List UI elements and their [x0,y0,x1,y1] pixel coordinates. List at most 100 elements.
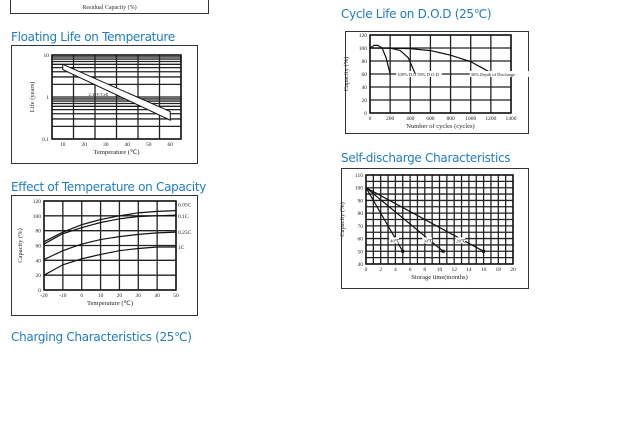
capacity-temp-y-tick-label: 80 [36,229,42,235]
self-discharge-x-tick-label: 16 [481,267,487,273]
self-discharge-x-tick-label: 14 [466,267,472,273]
self-discharge-series-label: 30℃ [423,238,434,243]
cycle-life-x-tick-label: 200 [386,116,395,122]
capacity-temp-y-tick-label: 0 [38,288,41,294]
capacity-temp-y-tick-label: 20 [36,273,42,279]
cycle-life-y-tick-label: 80 [362,59,368,65]
self-discharge-series-end-marker [441,249,445,253]
self-discharge-x-tick-label: 12 [451,267,457,273]
floating-life-y-axis-label: Life (years) [29,82,36,113]
cycle-life-x-tick-label: 600 [426,116,435,122]
residual-capacity-chart-fragment: Residual Capacity (%) [10,0,209,14]
capacity-temp-series-line [43,210,177,243]
floating-life-x-tick-label: 20 [82,142,88,148]
self-discharge-x-tick-label: 6 [409,267,412,273]
capacity-temp-series-label: 0.25C [178,230,192,236]
floating-life-x-tick-label: 10 [60,142,66,148]
cycle-life-y-tick-label: 0 [364,111,367,117]
self-discharge-y-tick-label: 90 [358,198,364,204]
self-discharge-x-tick-label: 18 [496,267,502,273]
floating-life-x-tick-label: 50 [146,142,152,148]
self-discharge-plot-frame [365,174,514,265]
capacity-temp-series-label: 0.1C [178,214,189,220]
cycle-life-series-label-bg [469,70,529,77]
floating-life-plot-frame [51,54,182,140]
self-discharge-y-tick-label: 110 [355,173,363,179]
cycle-life-y-axis-label: Capacity (%) [343,57,350,91]
capacity-temp-x-axis-label: Temperature (℃) [87,300,133,307]
capacity-temp-y-axis-label: Capacity (%) [17,228,24,262]
self-discharge-y-tick-label: 100 [355,186,364,192]
cycle-life-series-line [369,44,391,75]
self-discharge-x-tick-label: 0 [365,267,368,273]
cycle-life-x-axis-label: Number of cycles (cycles) [406,123,474,130]
floating-life-x-tick-label: 60 [168,142,174,148]
residual-capacity-label: Residual Capacity (%) [82,5,137,11]
self-discharge-x-tick-label: 4 [394,267,397,273]
capacity-temp-y-tick-label: 100 [33,214,42,220]
floating-life-x-tick-label: 40 [125,142,131,148]
cycle-life-y-tick-label: 20 [362,98,368,104]
self-discharge-series-end-marker [401,249,405,253]
charging-title: Charging Characteristics (25℃) [11,330,192,344]
cycle-life-series-label: 50% D.O.D [417,72,439,77]
cycle-life-series-label-bg [396,70,425,77]
floating-life-x-axis-label: Temperature (℃) [93,149,139,156]
capacity-temp-title: Effect of Temperature on Capacity [11,180,207,194]
floating-life-title: Floating Life on Temperature [11,30,175,44]
capacity-temp-series-label: 1C [178,245,185,251]
self-discharge-y-axis-label: Capacity (%) [339,202,346,236]
capacity-temp-x-tick-label: 0 [80,293,83,299]
cycle-life-series-label: 30% Depth of Discharge [471,72,516,77]
capacity-temp-x-tick-label: 10 [98,293,104,299]
floating-life-y-tick-label: 0.1 [42,137,49,143]
cycle-life-x-tick-label: 1200 [485,116,496,122]
capacity-temp-series-line [43,246,176,276]
cycle-life-y-tick-label: 40 [362,85,368,91]
cycle-life-y-tick-label: 120 [359,33,368,39]
self-discharge-title: Self-discharge Characteristics [341,151,511,165]
capacity-temp-plot-frame [43,200,177,291]
floating-life-annotation: 2.30V/Cell [89,92,110,97]
capacity-temp-y-tick-label: 120 [33,199,42,205]
cycle-life-series-line [369,47,492,74]
capacity-temp-y-tick-label: 40 [36,258,42,264]
cycle-life-series-label: 100% D.O.D [397,72,421,77]
cycle-life-series-label-bg [416,70,442,77]
self-discharge-y-tick-label: 50 [358,249,364,255]
cycle-life-x-tick-label: 400 [406,116,415,122]
self-discharge-series-label: 20℃ [456,238,467,243]
floating-life-x-tick-label: 30 [103,142,109,148]
capacity-temp-x-tick-label: -20 [40,293,48,299]
capacity-temp-y-tick-label: 60 [36,244,42,250]
capacity-temp-x-tick-label: 50 [173,293,179,299]
self-discharge-y-tick-label: 60 [358,237,364,243]
self-discharge-y-tick-label: 40 [358,262,364,268]
capacity-temp-series-line [43,214,177,245]
cycle-life-x-tick-label: 0 [369,116,372,122]
self-discharge-series-label: 40℃ [390,238,401,243]
self-discharge-x-tick-label: 8 [423,267,426,273]
capacity-temp-series-label: 0.05C [178,203,192,209]
floating-life-y-tick-label: 1 [46,95,49,101]
self-discharge-series-label-bg [455,237,466,244]
floating-life-y-tick-label: 10 [44,53,50,59]
self-discharge-x-tick-label: 2 [379,267,382,273]
cycle-life-x-tick-label: 1000 [465,116,476,122]
capacity-temp-series-line [43,231,177,261]
cycle-life-title: Cycle Life on D.O.D (25℃) [341,7,492,21]
self-discharge-y-tick-label: 70 [358,224,364,230]
cycle-life-x-tick-label: 800 [446,116,455,122]
self-discharge-x-axis-label: Storage time(months) [411,274,468,281]
self-discharge-x-tick-label: 20 [510,267,516,273]
floating-life-life-band [62,63,171,122]
self-discharge-series-label-bg [389,237,400,244]
cycle-life-y-tick-label: 100 [359,46,368,52]
capacity-temp-x-tick-label: 40 [154,293,160,299]
cycle-life-y-tick-label: 60 [362,72,368,78]
cycle-life-x-tick-label: 1400 [506,116,517,122]
capacity-temp-x-tick-label: -10 [59,293,67,299]
capacity-temp-x-tick-label: 30 [136,293,142,299]
self-discharge-series-label-bg [422,237,433,244]
